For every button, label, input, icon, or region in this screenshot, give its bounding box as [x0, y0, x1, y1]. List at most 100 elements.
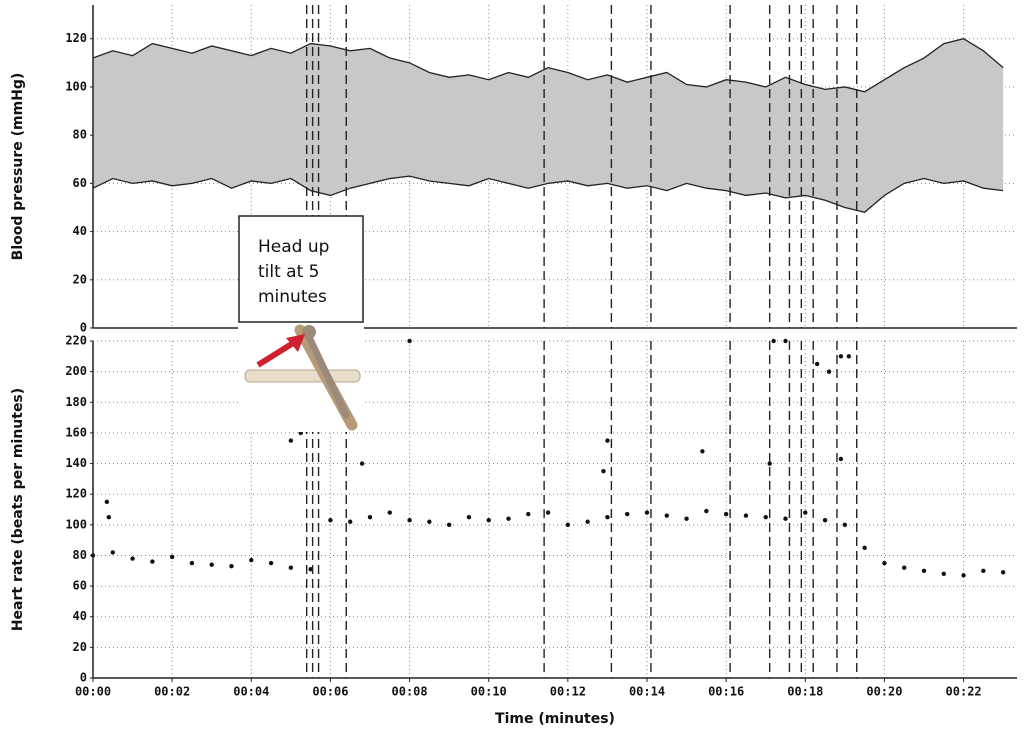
hr-point — [288, 438, 294, 443]
hr-point — [783, 338, 788, 344]
y-tick-label: 0 — [80, 321, 87, 335]
icon-arrowhead — [286, 334, 305, 352]
y-tick-label: 120 — [65, 31, 87, 45]
band-fill — [93, 38, 1004, 213]
y-tick-label: 180 — [65, 395, 87, 409]
y-tick-label: 160 — [65, 425, 87, 439]
x-tick-label: 00:20 — [866, 685, 902, 699]
x-tick-label: 00:00 — [75, 685, 111, 699]
hr-point — [150, 559, 155, 564]
hr-point — [308, 567, 313, 572]
hr-point — [664, 513, 669, 518]
hr-point — [209, 562, 214, 567]
hr-point — [704, 508, 709, 514]
y-tick-label: 0 — [80, 671, 87, 685]
x-tick-label: 00:04 — [233, 685, 269, 699]
hr-point — [838, 456, 844, 462]
y-axis-label: Blood pressure (mmHg) — [10, 73, 26, 261]
hr-point — [981, 568, 986, 573]
hr-point — [565, 522, 571, 528]
annotation: Head up tilt at 5 minutes — [238, 215, 364, 323]
hr-point — [783, 516, 788, 521]
x-tick-label: 00:16 — [708, 685, 744, 699]
y-tick-label: 100 — [65, 517, 87, 531]
hr-point — [921, 568, 927, 573]
y-axis-label: Heart rate (beats per minutes) — [10, 388, 26, 631]
hr-point — [743, 513, 749, 518]
icon-person — [304, 331, 350, 419]
hr-point — [882, 560, 887, 566]
hr-point — [700, 449, 705, 454]
hr-point — [268, 560, 274, 566]
hr-point — [328, 518, 333, 523]
hr-point — [407, 518, 412, 523]
x-tick-label: 00:08 — [392, 685, 428, 699]
hr-point — [838, 354, 844, 359]
x-axis-label: Time (minutes) — [495, 711, 615, 727]
annotation-line: tilt at 5 — [258, 262, 319, 282]
hr-point — [189, 560, 195, 566]
hr-point — [506, 516, 511, 521]
diastolic-line — [92, 175, 1004, 214]
hr-point — [814, 361, 820, 367]
hr-point — [625, 511, 630, 517]
hr-point — [846, 354, 852, 359]
hr-point — [826, 369, 832, 374]
x-tick-label: 00:14 — [629, 685, 665, 699]
hr-point — [104, 499, 110, 505]
y-tick-label: 200 — [65, 364, 87, 378]
hr-point — [605, 514, 610, 520]
plot-layer: 0 20 40 60 80 100 120 Blood pressure (mmHg) 0 20 4… — [10, 5, 1017, 727]
x-tick-label: 00:02 — [154, 685, 190, 699]
tilt-icon — [238, 322, 364, 432]
hr-point — [130, 556, 135, 561]
icon-head — [302, 325, 316, 339]
y-tick-label: 20 — [73, 272, 87, 286]
hr-point — [106, 514, 112, 520]
hr-point — [767, 461, 772, 466]
hr-point — [941, 571, 946, 577]
hr-point — [169, 554, 175, 560]
hr-point — [585, 519, 590, 524]
hr-point — [427, 519, 432, 524]
y-tick-label: 40 — [73, 224, 87, 238]
hr-point — [601, 469, 606, 474]
hr-point — [723, 511, 729, 517]
x-tick-label: 00:18 — [787, 685, 823, 699]
y-tick-label: 120 — [65, 487, 87, 501]
hr-point — [605, 438, 610, 443]
hr-point — [387, 510, 392, 515]
hr-point — [1000, 570, 1006, 575]
y-tick-label: 220 — [65, 334, 87, 348]
hr-point — [229, 563, 234, 569]
hr-point — [902, 565, 907, 570]
hr-point — [545, 510, 551, 515]
icon-table — [244, 369, 361, 383]
hr-point — [367, 514, 373, 520]
hr-point — [684, 516, 689, 521]
hr-point — [348, 519, 353, 524]
x-tick-label: 00:10 — [471, 685, 507, 699]
annotation-line: Head up — [258, 237, 329, 257]
x-tick-label: 00:12 — [550, 685, 586, 699]
annotation-box — [238, 215, 364, 323]
x-tick-label: 00:06 — [312, 685, 348, 699]
hr-point — [961, 573, 966, 578]
hr-point — [526, 511, 531, 517]
hr-point — [466, 514, 472, 520]
y-tick-label: 60 — [73, 176, 87, 190]
y-tick-label: 80 — [73, 548, 87, 562]
hr-point — [803, 510, 808, 515]
systolic-line — [92, 38, 1004, 93]
hr-point — [110, 550, 115, 555]
hr-point — [771, 338, 776, 344]
hr-point — [249, 557, 254, 563]
hr-point — [446, 522, 452, 528]
hr-point — [407, 338, 412, 344]
annotation-line: minutes — [258, 287, 327, 307]
y-tick-label: 100 — [65, 79, 87, 93]
hr-point — [288, 565, 294, 570]
hr-point — [822, 518, 828, 523]
